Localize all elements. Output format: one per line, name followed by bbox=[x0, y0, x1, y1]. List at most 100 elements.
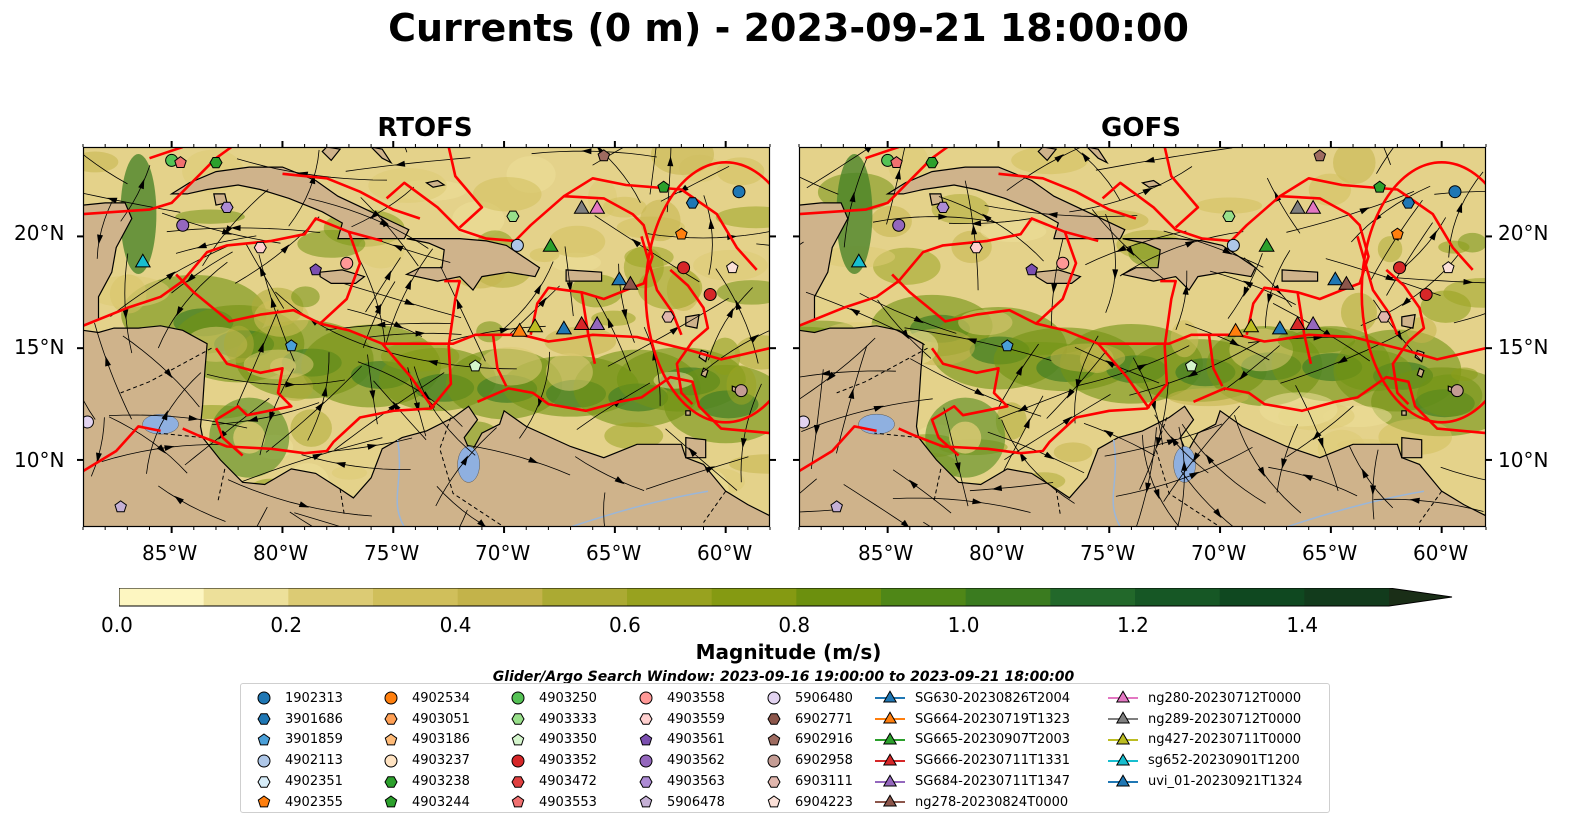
legend-column: 4903558 4903559 4903561 4903562 4903563 59064… bbox=[633, 688, 725, 813]
eez-line bbox=[1101, 181, 1370, 336]
streamline bbox=[1453, 312, 1486, 324]
streamline-arrow bbox=[174, 495, 184, 505]
argo-float-marker bbox=[209, 157, 223, 169]
eez-line bbox=[447, 147, 484, 229]
streamline bbox=[1386, 222, 1433, 296]
legend-label: ng427-20230711T0000 bbox=[1148, 732, 1302, 748]
legend-item: SG666-20230711T1331 bbox=[873, 750, 1070, 771]
legend-marker-icon bbox=[511, 733, 525, 746]
colorbar-segment bbox=[965, 588, 1051, 606]
land-mass bbox=[1401, 313, 1416, 329]
streamline bbox=[1369, 199, 1423, 283]
streamline bbox=[1163, 405, 1240, 502]
streamline bbox=[948, 217, 1033, 225]
colorbar-tick-label: 0.4 bbox=[439, 613, 472, 637]
streamline bbox=[1276, 424, 1299, 493]
panel-title-rtofs: RTOFS bbox=[377, 113, 473, 143]
legend-marker-icon bbox=[384, 733, 398, 746]
lat-label-20n-right: 20°N bbox=[1498, 221, 1549, 245]
legend-label: 4903333 bbox=[539, 711, 597, 727]
streamline bbox=[256, 506, 268, 527]
legend-item: 5906480 bbox=[761, 688, 853, 709]
map-gofs bbox=[793, 141, 1492, 533]
colorbar-segment bbox=[203, 588, 289, 606]
streamline bbox=[892, 469, 952, 514]
eez-line bbox=[1163, 147, 1200, 229]
legend-item: 4903186 bbox=[378, 730, 470, 751]
streamline-arrow bbox=[1312, 431, 1322, 441]
streamline-arrow bbox=[1409, 497, 1420, 504]
legend-item: uvi_01-20230921T1324 bbox=[1106, 771, 1302, 792]
streamline bbox=[1139, 381, 1169, 490]
legend-item: 4903352 bbox=[505, 750, 597, 771]
land-mass bbox=[1416, 367, 1425, 379]
legend-item: 4903562 bbox=[633, 750, 725, 771]
argo-float-marker bbox=[890, 155, 903, 168]
eez-line bbox=[381, 342, 435, 410]
streamline bbox=[1004, 394, 1111, 461]
observation-markers bbox=[83, 149, 748, 513]
legend-item: 4902355 bbox=[251, 792, 343, 813]
glider-marker bbox=[622, 275, 639, 290]
streamline-arrow bbox=[607, 317, 614, 329]
streamline-arrow bbox=[954, 462, 961, 473]
legend-label: 4903051 bbox=[412, 711, 470, 727]
streamline-arrow bbox=[96, 452, 102, 463]
argo-float-marker bbox=[285, 339, 298, 352]
streamline-arrow bbox=[427, 360, 438, 366]
map-rtofs bbox=[77, 141, 776, 533]
legend-label: 4903186 bbox=[412, 732, 470, 748]
streamline bbox=[110, 245, 229, 317]
legend-label: 4903561 bbox=[667, 732, 725, 748]
streamline-arrow bbox=[393, 321, 404, 329]
legend-marker-icon bbox=[875, 711, 905, 724]
legend-marker-icon bbox=[257, 754, 271, 768]
argo-float-marker bbox=[675, 227, 688, 240]
streamline bbox=[1163, 230, 1264, 268]
streamline-arrow bbox=[64, 137, 73, 147]
legend-marker-icon bbox=[257, 713, 271, 725]
legend-marker-icon bbox=[875, 773, 905, 787]
land-mass bbox=[1037, 147, 1058, 162]
streamline-arrow bbox=[991, 485, 1003, 491]
streamline bbox=[347, 308, 423, 337]
streamline-arrow bbox=[270, 297, 277, 308]
streamline bbox=[969, 482, 1054, 492]
legend-item: 4903472 bbox=[505, 771, 597, 792]
legend-marker-icon bbox=[257, 691, 271, 705]
streamline bbox=[1348, 445, 1394, 509]
streamline-arrow bbox=[848, 388, 855, 399]
streamline-arrow bbox=[1337, 355, 1348, 364]
streamline bbox=[83, 153, 128, 185]
country-border bbox=[439, 417, 505, 527]
eez-line bbox=[930, 347, 1009, 457]
country-border bbox=[874, 432, 919, 439]
streamline-arrow bbox=[1359, 207, 1370, 215]
streamline-arrow bbox=[1302, 474, 1313, 482]
argo-float-marker bbox=[969, 241, 983, 254]
streamline bbox=[363, 332, 462, 339]
current-magnitude-field bbox=[83, 147, 770, 527]
argo-float-marker bbox=[799, 415, 810, 429]
eez-line bbox=[865, 147, 900, 160]
legend-marker-icon bbox=[1108, 752, 1138, 766]
eez-line bbox=[998, 172, 1137, 220]
streamline bbox=[108, 414, 248, 429]
legend-label: 1902313 bbox=[285, 690, 343, 706]
legend-marker-icon bbox=[767, 775, 781, 788]
eez-line bbox=[1207, 334, 1224, 387]
streamline-arrow bbox=[1317, 437, 1324, 449]
streamline-arrow bbox=[460, 455, 468, 466]
legend-label: 4903472 bbox=[539, 774, 597, 790]
legend-marker-icon bbox=[639, 691, 653, 705]
streamline bbox=[1077, 345, 1190, 387]
streamline bbox=[1234, 414, 1302, 514]
streamline bbox=[531, 150, 657, 158]
streamline-arrow bbox=[1066, 388, 1075, 399]
legend-label: 4902355 bbox=[285, 794, 343, 810]
argo-float-marker bbox=[340, 256, 354, 270]
streamline bbox=[810, 369, 824, 470]
streamline-arrow bbox=[367, 444, 378, 450]
streamline-arrow bbox=[1182, 284, 1189, 295]
legend-label: 4903238 bbox=[412, 774, 470, 790]
